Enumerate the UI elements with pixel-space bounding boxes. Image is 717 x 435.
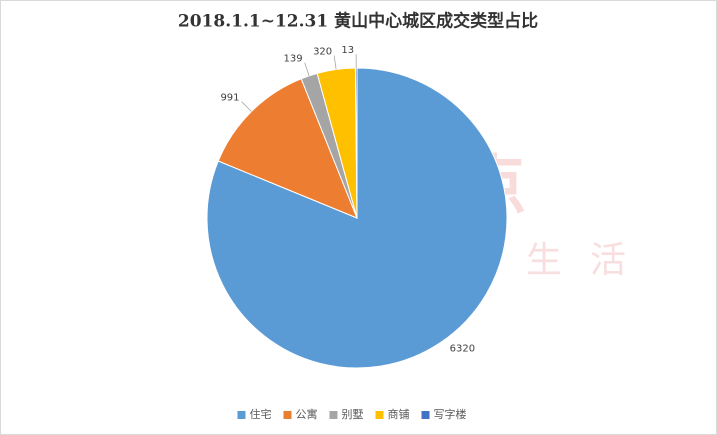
leader-line [333, 55, 337, 70]
legend: 住宅 公寓 别墅 商铺 写字楼 [237, 407, 467, 421]
legend-swatch [329, 411, 338, 419]
chart-title: 2018.1.1~12.31 黄山中心城区成交类型占比 [178, 11, 538, 32]
data-label: 6320 [450, 343, 475, 354]
legend-label: 商铺 [388, 407, 410, 421]
data-label: 13 [341, 45, 354, 56]
legend-swatch [375, 411, 384, 419]
leader-line [241, 101, 252, 112]
legend-swatch [421, 411, 430, 419]
legend-label: 别墅 [342, 408, 364, 421]
data-label: 139 [284, 54, 303, 65]
pie-slice [217, 78, 358, 219]
data-label: 991 [220, 93, 239, 104]
data-label: 320 [313, 47, 332, 58]
legend-swatch [283, 411, 292, 419]
leader-line [304, 62, 310, 76]
pie-slice [354, 67, 358, 219]
legend-label: 公寓 [296, 407, 318, 421]
legend-label: 写字楼 [434, 407, 467, 421]
legend-label: 住宅 [250, 407, 272, 421]
legend-swatch [237, 411, 246, 419]
